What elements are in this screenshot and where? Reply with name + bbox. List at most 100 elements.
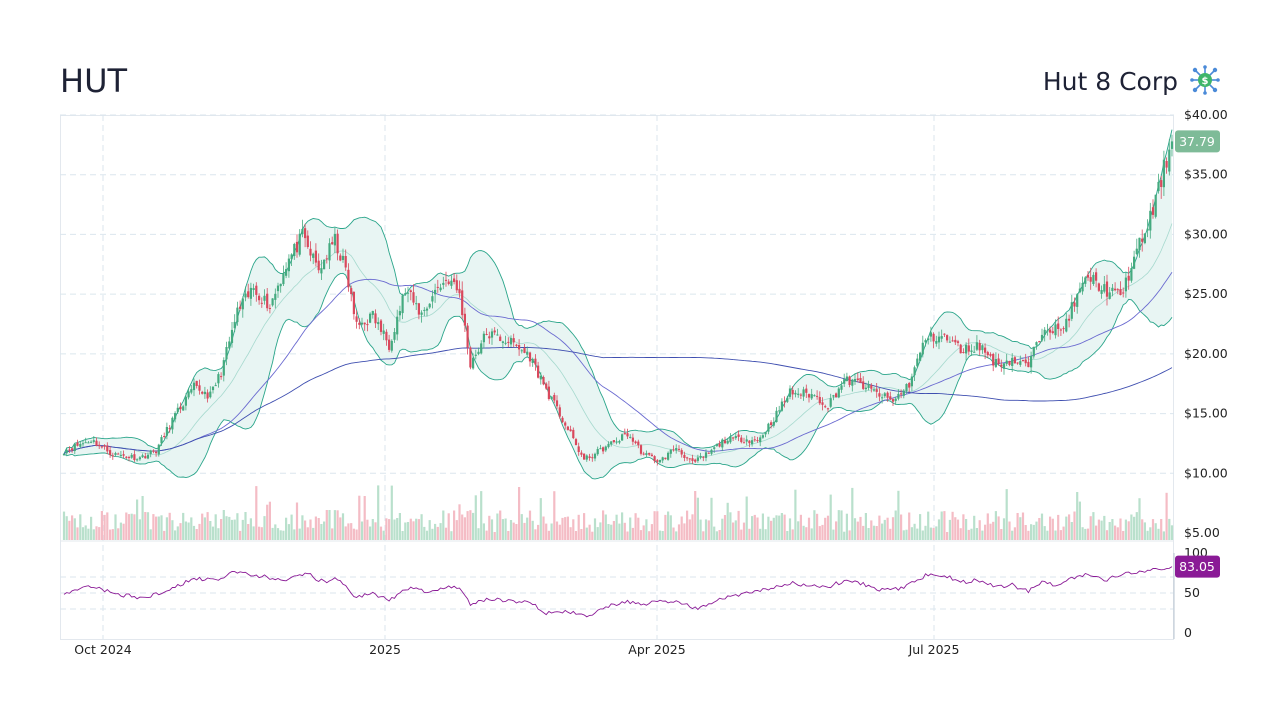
volume-bar (249, 518, 252, 540)
candle-body (1089, 277, 1092, 282)
candle (293, 242, 296, 260)
candle-body (927, 338, 930, 340)
candle (894, 396, 897, 405)
volume-bar (1089, 516, 1092, 540)
volume-bar (393, 519, 396, 540)
candle-body (1070, 302, 1073, 319)
volume-bar (542, 516, 545, 540)
candle-body (840, 385, 843, 390)
volume-bar (832, 529, 835, 540)
candle (1111, 284, 1114, 297)
candle (1103, 276, 1106, 294)
volume-bar (409, 518, 412, 540)
candle-body (683, 454, 686, 458)
candle (320, 259, 323, 280)
candle (1054, 319, 1057, 339)
volume-bar (152, 514, 155, 540)
candle (241, 296, 244, 318)
candle (740, 435, 743, 444)
candle (967, 338, 970, 356)
candle (119, 451, 122, 458)
volume-bar (1095, 525, 1098, 540)
volume-bar (772, 517, 775, 540)
volume-bar (103, 514, 106, 540)
candle-body (791, 389, 794, 395)
volume-bar (182, 512, 185, 540)
candle-body (558, 407, 561, 417)
volume-bar (555, 521, 559, 540)
candle (1043, 327, 1046, 342)
candle-body (230, 329, 234, 343)
candle-body (588, 456, 591, 458)
candle (325, 254, 328, 264)
candle-body (853, 379, 857, 382)
candle-body (526, 351, 529, 355)
candle (352, 291, 355, 320)
candle (553, 392, 556, 404)
candle (92, 436, 95, 444)
candle (802, 386, 805, 401)
volume-bar (360, 521, 364, 540)
candle (986, 350, 989, 358)
candle-body (369, 313, 372, 323)
volume-bar (986, 513, 989, 540)
candle-body (956, 341, 960, 343)
volume-bar (255, 486, 258, 540)
candle-body (190, 389, 193, 393)
candle-body (171, 417, 174, 430)
candle-body (276, 285, 280, 292)
candle-body (686, 457, 689, 459)
candle-body (472, 357, 475, 369)
candle (146, 452, 150, 460)
volume-bar (268, 501, 271, 540)
volume-bar (518, 487, 521, 540)
candle-body (973, 351, 976, 353)
candle (225, 341, 228, 366)
candle-body (905, 384, 908, 391)
candle-body (778, 410, 781, 412)
candle-body (447, 281, 450, 284)
volume-bar (1054, 530, 1057, 540)
volume-bar (1124, 519, 1127, 540)
candle-body (130, 454, 133, 458)
volume-bar (853, 518, 857, 540)
candle-body (954, 339, 957, 343)
volume-bar (358, 495, 361, 540)
volume-bar (1119, 518, 1122, 540)
candle-body (396, 316, 399, 335)
candle-body (507, 341, 510, 343)
candle (878, 388, 881, 402)
volume-bar (1016, 513, 1019, 540)
candle (1108, 287, 1111, 300)
candle (853, 373, 857, 385)
candle (461, 281, 464, 319)
volume-bar (515, 524, 518, 540)
volume-bar (1049, 516, 1052, 540)
candle (252, 283, 255, 297)
candle (344, 249, 347, 271)
candle-body (168, 428, 171, 430)
candle (1016, 362, 1019, 365)
volume-bar (453, 510, 456, 540)
candle (136, 458, 139, 462)
candle (374, 309, 377, 328)
bollinger-upper (63, 129, 1173, 454)
candle (547, 380, 550, 401)
volume-bar (1157, 528, 1160, 540)
candle (233, 314, 236, 333)
candle-body (371, 311, 374, 315)
volume-bar (436, 526, 439, 540)
candle-body (737, 434, 740, 437)
candle (1114, 282, 1117, 292)
candle (672, 445, 675, 452)
volume-bar (1143, 522, 1146, 540)
volume-bar (585, 527, 588, 540)
candle-body (604, 446, 607, 451)
moving-averages (63, 271, 1173, 455)
candle-body (488, 336, 491, 339)
candle-body (485, 334, 488, 335)
candle (1070, 294, 1073, 322)
candle (753, 436, 756, 442)
candle-body (528, 352, 532, 362)
volume-bar (423, 526, 426, 540)
